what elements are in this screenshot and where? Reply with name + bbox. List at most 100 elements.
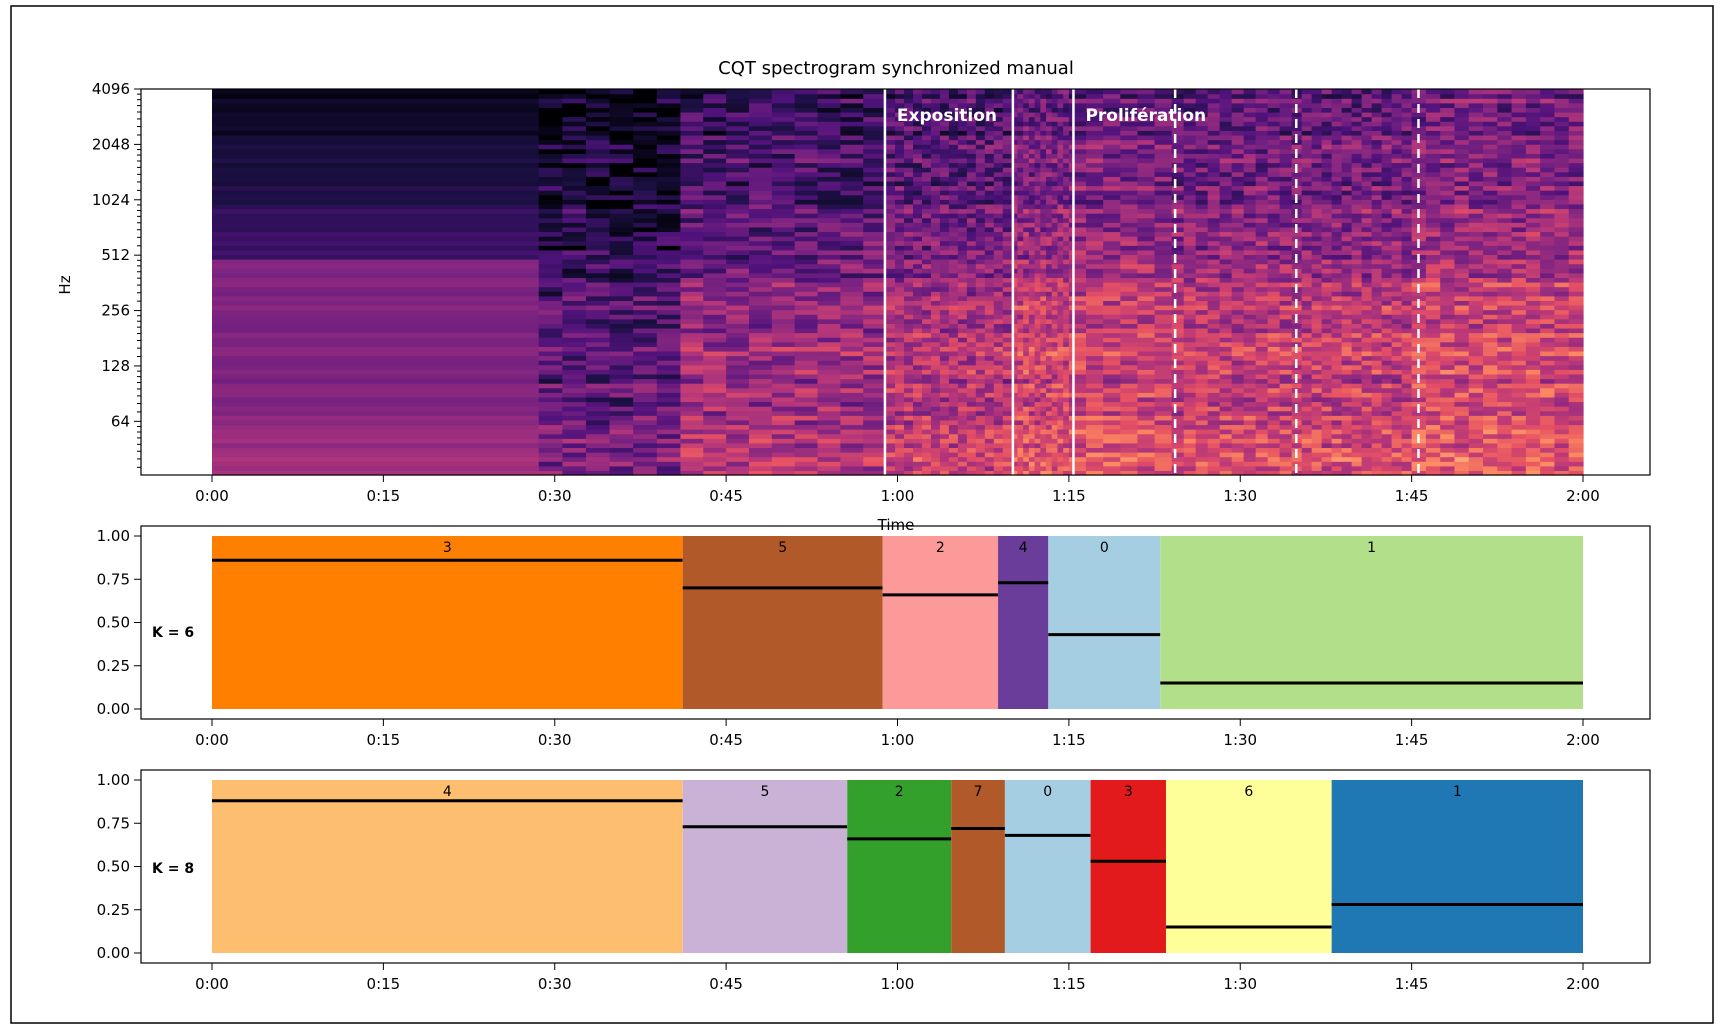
spectrogram-cell xyxy=(1311,300,1323,306)
spectrogram-cell xyxy=(913,217,923,223)
spectrogram-cell xyxy=(1301,254,1313,260)
spectrogram-cell xyxy=(656,245,682,251)
spectrogram-cell xyxy=(562,185,587,191)
spectrogram-cell xyxy=(1321,438,1333,444)
spectrogram-cell xyxy=(1207,419,1221,426)
spectrogram-cell xyxy=(904,89,914,95)
spectrogram-cell xyxy=(1040,203,1047,210)
spectrogram-cell xyxy=(1002,424,1013,430)
spectrogram-cell xyxy=(1311,369,1323,375)
spectrogram-cell xyxy=(1086,433,1104,439)
spectrogram-cell xyxy=(609,102,634,108)
spectrogram-cell xyxy=(948,438,959,444)
spectrogram-cell xyxy=(1051,300,1059,306)
spectrogram-cell xyxy=(748,263,773,269)
spectrogram-cell xyxy=(984,396,995,403)
spectrogram-cell xyxy=(562,203,587,210)
spectrogram-cell xyxy=(562,98,587,104)
spectrogram-cell xyxy=(562,401,587,407)
spectrogram-cell xyxy=(1291,171,1303,177)
spectrogram-cell xyxy=(840,300,864,306)
spectrogram-cell xyxy=(1103,171,1121,177)
spectrogram-cell xyxy=(957,401,968,407)
spectrogram-cell xyxy=(794,240,819,246)
spectrogram-cell xyxy=(1002,337,1013,343)
spectrogram-cell xyxy=(1034,401,1041,407)
spectrogram-cell xyxy=(212,217,540,223)
spectrogram-cell xyxy=(1057,144,1064,150)
spectrogram-cell xyxy=(1231,383,1245,389)
spectrogram-cell xyxy=(538,314,563,320)
spectrogram-cell xyxy=(939,447,950,453)
spectrogram-cell xyxy=(921,304,932,311)
spectrogram-cell xyxy=(1219,282,1233,288)
spectrogram-cell xyxy=(1040,410,1047,416)
spectrogram-cell xyxy=(930,438,941,444)
spectrogram-cell xyxy=(1063,401,1070,407)
spectrogram-cell xyxy=(1195,369,1209,375)
spectrogram-cell xyxy=(1311,318,1323,324)
spectrogram-cell xyxy=(1028,304,1036,311)
spectrogram-cell xyxy=(703,286,727,292)
spectrogram-cell xyxy=(1034,236,1041,242)
spectrogram-cell xyxy=(966,337,977,343)
spectrogram-cell xyxy=(585,111,611,118)
spectrogram-cell xyxy=(975,410,986,416)
spectrogram-cell xyxy=(975,401,986,407)
spectrogram-cell xyxy=(1040,213,1047,219)
spectrogram-cell xyxy=(913,291,923,297)
spectrogram-cell xyxy=(585,406,611,412)
spectrogram-cell xyxy=(771,236,796,242)
spectrogram-cell xyxy=(633,327,658,334)
spectrogram-cell xyxy=(1063,323,1070,329)
spectrogram-cell xyxy=(1154,272,1173,279)
spectrogram-cell xyxy=(1219,396,1233,403)
spectrogram-cell xyxy=(895,226,905,233)
spectrogram-cell xyxy=(794,162,819,168)
spectrogram-cell xyxy=(1311,194,1323,200)
spectrogram-cell xyxy=(680,350,704,357)
spectrogram-cell xyxy=(1231,162,1245,168)
spectrogram-cell xyxy=(984,314,995,320)
spectrogram-cell xyxy=(913,369,923,375)
spectrogram-cell xyxy=(817,231,841,237)
spectrogram-cell xyxy=(703,465,727,472)
spectrogram-cell xyxy=(966,309,977,315)
spectrogram-cell xyxy=(748,213,773,219)
spectrogram-cell xyxy=(1219,424,1233,430)
spectrogram-cell xyxy=(1051,245,1059,251)
spectrogram-cell xyxy=(1051,387,1059,393)
spectrogram-cell xyxy=(1154,456,1173,462)
spectrogram-cell xyxy=(562,272,587,279)
spectrogram-cell xyxy=(1034,461,1041,467)
spectrogram-cell xyxy=(1063,98,1070,104)
spectrogram-cell xyxy=(1291,190,1303,196)
spectrogram-cell xyxy=(1086,350,1104,357)
spectrogram-cell xyxy=(895,295,905,301)
spectrogram-cell xyxy=(975,447,986,453)
spectrogram-cell xyxy=(1028,134,1036,141)
spectrogram-cell xyxy=(585,424,611,430)
spectrogram-cell xyxy=(1243,433,1257,439)
spectrogram-cell xyxy=(1103,383,1121,389)
spectrogram-cell xyxy=(840,111,864,118)
spectrogram-cell xyxy=(1154,240,1173,246)
spectrogram-cell xyxy=(1267,116,1281,122)
spectrogram-cell xyxy=(794,144,819,150)
spectrogram-cell xyxy=(1154,355,1173,361)
spectrogram-cell xyxy=(966,194,977,200)
spectrogram-cell xyxy=(1219,401,1233,407)
spectrogram-cell xyxy=(562,406,587,412)
spectrogram-cell xyxy=(895,286,905,292)
spectrogram-cell xyxy=(1040,387,1047,393)
spectrogram-cell xyxy=(993,180,1004,187)
spectrogram-cell xyxy=(1040,429,1047,435)
spectrogram-cell xyxy=(984,240,995,246)
spectrogram-cell xyxy=(1002,410,1013,416)
spectrogram-cell xyxy=(212,291,540,297)
spectrogram-cell xyxy=(633,254,658,260)
spectrogram-cell xyxy=(1120,387,1139,393)
spectrogram-cell xyxy=(609,401,634,407)
spectrogram-cell xyxy=(1068,350,1087,357)
spectrogram-cell xyxy=(993,171,1004,177)
